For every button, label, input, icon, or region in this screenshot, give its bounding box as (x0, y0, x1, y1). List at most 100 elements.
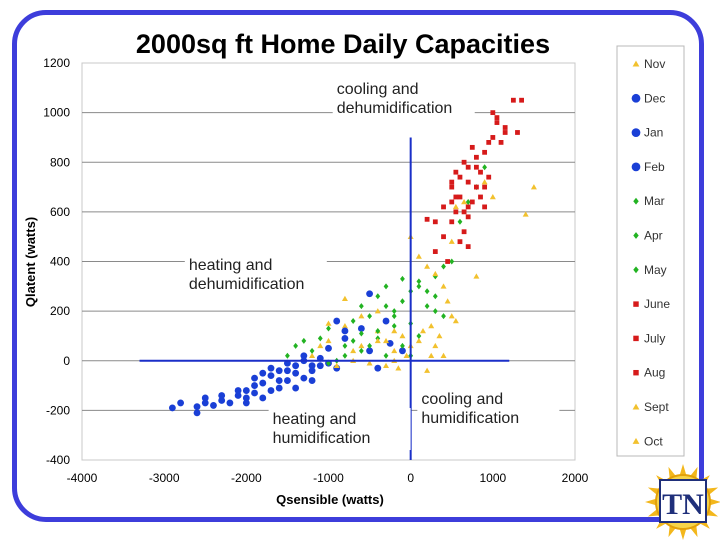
point-nov (325, 337, 332, 344)
point-sept (473, 273, 480, 279)
point-aug (490, 110, 496, 116)
point-feb (300, 352, 308, 360)
point-oct (374, 308, 381, 314)
point-mar (350, 337, 356, 344)
point-dec (283, 367, 291, 375)
point-mar (400, 342, 405, 349)
annotation-text: cooling and (421, 391, 503, 408)
point-june (469, 199, 475, 205)
point-jan (292, 369, 300, 377)
quadrant-annotations: cooling and dehumidification heating and de… (184, 78, 560, 451)
point-oct (444, 298, 451, 304)
legend-label: July (644, 331, 665, 345)
legend-label: Sept (644, 400, 669, 414)
point-sept (530, 184, 537, 190)
point-feb (275, 384, 283, 392)
sun-ray (679, 464, 687, 477)
point-june (441, 234, 446, 240)
point-feb (333, 317, 341, 325)
point-jan (316, 362, 324, 370)
slide-frame (12, 10, 704, 522)
y-tick-label: 0 (63, 354, 70, 368)
point-nov (391, 347, 398, 354)
annotation-text: heating and (273, 411, 357, 428)
point-dec (275, 377, 283, 385)
point-july (510, 97, 516, 103)
point-jan (210, 401, 217, 409)
point-apr (375, 327, 381, 334)
legend-marker-apr (633, 232, 639, 239)
point-nov (358, 342, 365, 349)
legend-marker-may (633, 266, 639, 274)
x-tick-label: 0 (407, 471, 414, 485)
legend: Nov Dec Jan Feb Mar Apr May June July Aug Sept Oct (631, 57, 670, 448)
x-tick-label: -1000 (313, 471, 344, 485)
point-sept (341, 295, 348, 301)
logo-text: TN (662, 488, 704, 521)
point-aug (494, 115, 500, 120)
point-aug (432, 219, 438, 225)
y-tick-label: 800 (50, 155, 70, 169)
annotation-background (417, 388, 560, 431)
point-july (502, 125, 508, 130)
y-axis-title: Qlatent (watts) (23, 217, 38, 307)
point-feb (259, 369, 267, 377)
point-apr (432, 293, 438, 300)
legend-label: June (644, 297, 670, 311)
point-may (400, 275, 405, 282)
point-july (494, 120, 500, 125)
point-sept (481, 179, 488, 185)
point-nov (399, 332, 406, 339)
point-aug (515, 130, 520, 135)
annotation-text: dehumidification (189, 276, 305, 293)
point-june (461, 229, 467, 235)
point-aug (461, 209, 467, 215)
x-tick-label: -3000 (149, 471, 180, 485)
point-may (457, 218, 463, 225)
legend-box (616, 45, 685, 457)
point-feb (341, 334, 349, 342)
point-apr (441, 313, 446, 320)
point-aug (482, 184, 488, 190)
point-feb (366, 290, 374, 298)
point-jan (251, 389, 258, 397)
annotation-background (268, 408, 411, 451)
point-sept (325, 320, 332, 326)
y-tick-label: -200 (46, 403, 70, 417)
point-nov (341, 323, 348, 329)
point-may (465, 198, 471, 205)
point-nov (432, 342, 439, 349)
logo-sun-icon: TN (645, 464, 720, 540)
point-sept (415, 253, 422, 259)
point-nov (383, 362, 390, 368)
point-dec (267, 372, 275, 380)
data-points (168, 97, 537, 417)
legend-marker-sept (632, 403, 640, 410)
point-aug (424, 216, 430, 222)
point-jan (366, 347, 374, 355)
annotation-text: heating and (189, 257, 273, 274)
point-june (486, 174, 492, 180)
point-nov (424, 367, 431, 373)
point-sept (452, 203, 459, 210)
legend-label: Apr (644, 229, 663, 243)
legend-marker-jan (631, 128, 641, 137)
point-aug (465, 164, 471, 170)
point-oct (452, 318, 459, 324)
point-dec (168, 404, 176, 412)
point-june (465, 214, 471, 220)
point-may (424, 288, 430, 295)
point-jan (341, 327, 349, 335)
point-dec (234, 392, 242, 399)
point-aug (474, 154, 479, 160)
point-june (474, 184, 479, 190)
point-oct (428, 352, 435, 359)
point-sept (522, 211, 529, 217)
point-dec (300, 374, 308, 382)
x-tick-label: -2000 (231, 471, 262, 485)
legend-label: Feb (644, 160, 665, 174)
legend-marker-july (633, 335, 639, 342)
point-sept (432, 270, 439, 277)
logo-box (659, 479, 707, 523)
